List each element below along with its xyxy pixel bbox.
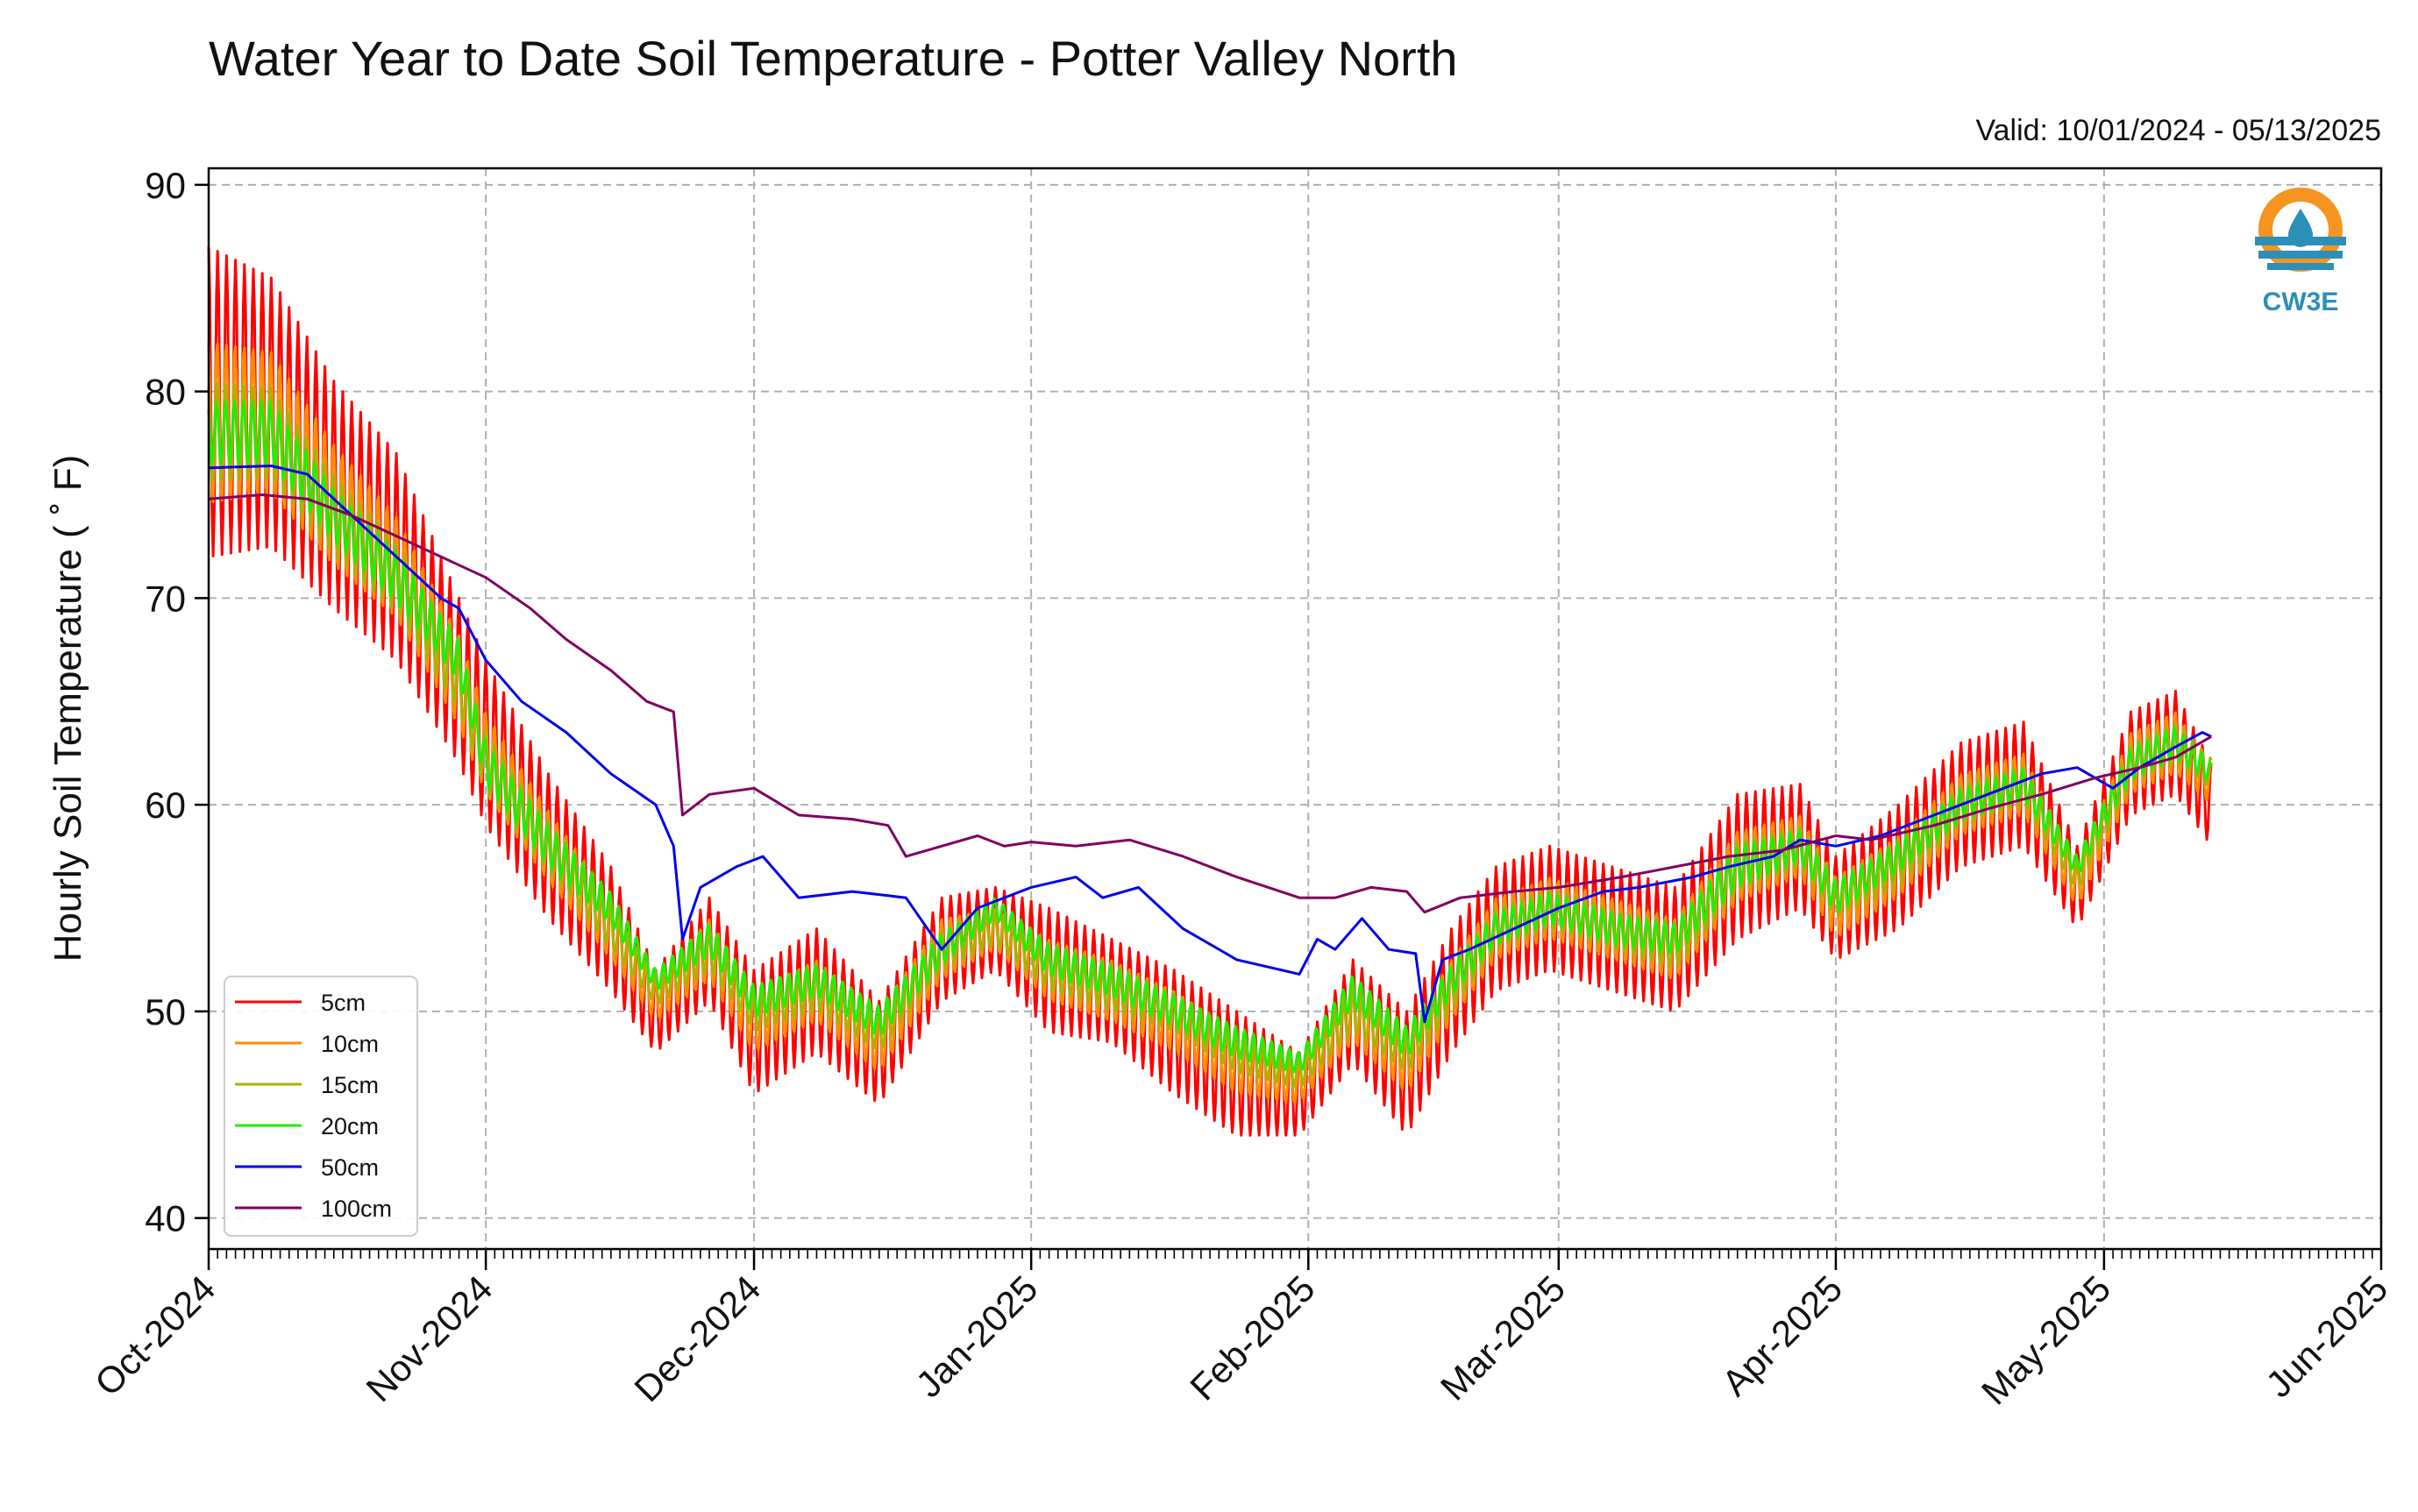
y-axis-ticks: 40 50 60 70 80 90 bbox=[145, 165, 209, 1239]
chart-subtitle: Valid: 10/01/2024 - 05/13/2025 bbox=[1975, 114, 2381, 147]
y-tick-label: 70 bbox=[145, 578, 186, 619]
y-tick-label: 80 bbox=[145, 372, 186, 413]
legend-label: 15cm bbox=[321, 1072, 379, 1098]
water-drop-icon bbox=[2288, 209, 2313, 247]
y-tick-label: 50 bbox=[145, 991, 186, 1033]
chart-title: Water Year to Date Soil Temperature - Po… bbox=[209, 31, 1458, 86]
legend-box bbox=[224, 976, 418, 1237]
legend-label: 5cm bbox=[321, 990, 366, 1016]
cw3e-logo: CW3E bbox=[2255, 188, 2346, 316]
legend: 5cm 10cm 15cm 20cm 50cm 100cm bbox=[224, 976, 418, 1237]
series-lines bbox=[207, 246, 2213, 1137]
logo-wave-2 bbox=[2258, 251, 2343, 259]
legend-label: 50cm bbox=[321, 1154, 379, 1181]
series-line-20cm bbox=[207, 400, 2213, 1074]
logo-text: CW3E bbox=[2263, 287, 2339, 316]
y-tick-label: 60 bbox=[145, 784, 186, 826]
legend-label: 10cm bbox=[321, 1031, 379, 1057]
y-axis-label: Hourly Soil Temperature ( ˚ F) bbox=[46, 455, 89, 962]
logo-wave-3 bbox=[2267, 263, 2334, 270]
legend-label: 20cm bbox=[321, 1113, 379, 1139]
y-tick-label: 40 bbox=[145, 1198, 186, 1239]
plot-frame bbox=[207, 167, 2383, 1251]
series-line-100cm bbox=[208, 493, 2212, 914]
y-tick-label: 90 bbox=[145, 165, 186, 206]
series-line-50cm bbox=[208, 465, 2212, 1024]
legend-label: 100cm bbox=[321, 1196, 392, 1222]
